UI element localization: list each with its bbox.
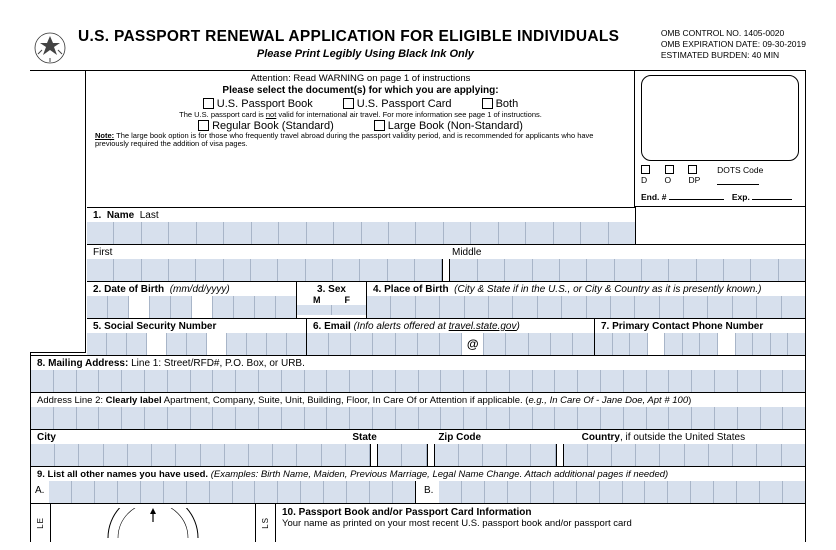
field-4-cells[interactable] (367, 296, 805, 318)
checkbox-passport-book[interactable]: U.S. Passport Book (203, 98, 313, 110)
field-2-cells[interactable] (87, 296, 296, 318)
field-9-a-label: A. (31, 481, 49, 503)
field-9-b-cells[interactable] (439, 481, 805, 503)
field-9-label: 9. List all other names you have used. (… (31, 467, 805, 481)
field-8-city-cells[interactable] (31, 444, 805, 466)
form-subtitle: Please Print Legibly Using Black Ink Onl… (78, 48, 653, 60)
stub-text-1: LE (36, 517, 45, 529)
field-1-last-cells[interactable] (87, 222, 635, 244)
field-1-first-label: First (87, 245, 446, 259)
official-use-box: D O DP DOTS Code End. # Exp. (635, 71, 805, 207)
field-1-middle-label: Middle (446, 245, 805, 259)
field-2-label: 2. Date of Birth (mm/dd/yyyy) (87, 282, 296, 296)
field-9-a-cells[interactable] (49, 481, 415, 503)
field-8-city-label: City (31, 430, 346, 444)
field-1-name-label: 1. Name Last (87, 208, 635, 222)
field-3-label: 3. Sex (297, 282, 366, 295)
stub-text-2: LS (261, 517, 270, 529)
field-8-state-label: State (346, 430, 432, 444)
field-10-block: 10. Passport Book and/or Passport Card I… (276, 504, 805, 542)
checkbox-passport-card[interactable]: U.S. Passport Card (343, 98, 452, 110)
field-5-label: 5. Social Security Number (87, 319, 306, 333)
field-8-label: 8. Mailing Address: Line 1: Street/RFD#,… (31, 356, 805, 370)
field-8-line1-cells[interactable] (31, 370, 805, 392)
instructions-block: Attention: Read WARNING on page 1 of ins… (87, 71, 635, 207)
field-1-first-middle-cells[interactable] (87, 259, 805, 281)
omb-block: OMB CONTROL NO. 1405-0020 OMB EXPIRATION… (661, 28, 806, 61)
seal-circle (51, 504, 255, 542)
field-7-cells[interactable] (595, 333, 805, 355)
field-9-b-label: B. (415, 481, 439, 503)
field-8-zip-label: Zip Code (432, 430, 575, 444)
field-7-label: 7. Primary Contact Phone Number (595, 319, 805, 333)
field-6-cells[interactable]: @ (307, 333, 594, 355)
field-8-country-label: Country, if outside the United States (576, 430, 805, 444)
field-8-line2-cells[interactable] (31, 407, 805, 429)
field-6-label: 6. Email (Info alerts offered at travel.… (307, 319, 594, 333)
checkbox-both[interactable]: Both (482, 98, 519, 110)
field-8-line2-label: Address Line 2: Clearly label Apartment,… (31, 393, 805, 407)
form-title: U.S. PASSPORT RENEWAL APPLICATION FOR EL… (78, 28, 653, 46)
field-5-cells[interactable] (87, 333, 306, 355)
field-4-label: 4. Place of Birth (City & State if in th… (367, 282, 805, 296)
us-seal-icon (30, 28, 70, 68)
field-3-cells[interactable] (297, 305, 366, 315)
